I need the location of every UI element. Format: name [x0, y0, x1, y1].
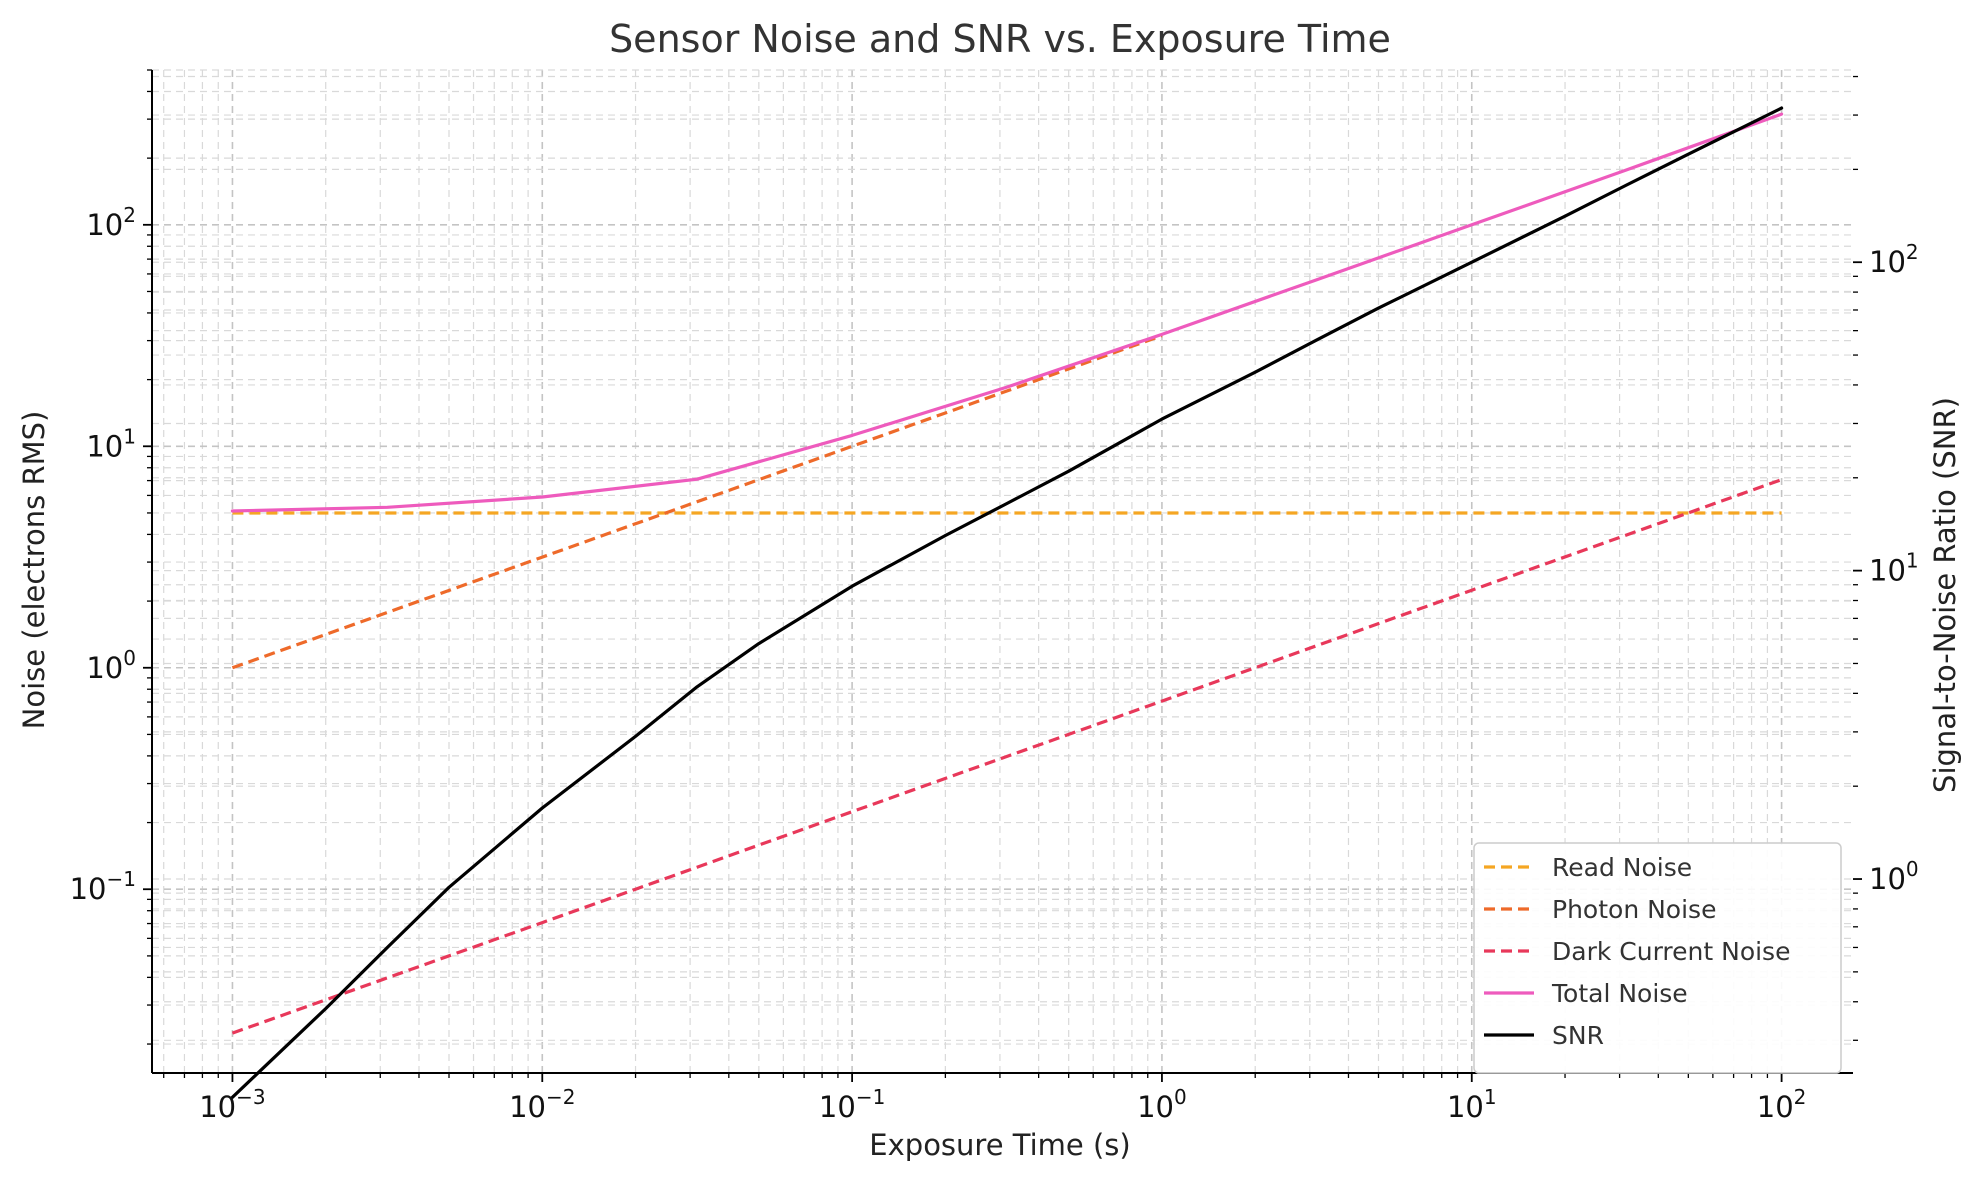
x-axis-label: Exposure Time (s): [869, 1128, 1130, 1162]
legend-label: Photon Noise: [1552, 895, 1716, 924]
y2-tick-label: 100: [1869, 857, 1919, 896]
y-tick-label: 10−1: [70, 867, 136, 906]
series-group: [230, 106, 1784, 1099]
legend-label: Total Noise: [1551, 979, 1688, 1008]
series-line-total-noise: [230, 112, 1784, 513]
legend-box: [1473, 842, 1842, 1074]
x-tick-label: 101: [1447, 1085, 1497, 1124]
series-line-snr: [230, 106, 1784, 1099]
legend-label: Read Noise: [1552, 853, 1692, 882]
series-line-photon-noise: [231, 334, 1163, 670]
x-tick-label: 10−2: [509, 1085, 575, 1124]
x-tick-label: 10−3: [199, 1085, 265, 1124]
y-tick-label: 102: [86, 203, 136, 242]
series-line-dark-current-noise: [231, 478, 1783, 1035]
y2-tick-label: 102: [1869, 240, 1919, 279]
legend-label: Dark Current Noise: [1552, 937, 1790, 966]
y-axis-label: Noise (electrons RMS): [17, 411, 51, 730]
y2-tick-label: 101: [1869, 549, 1919, 588]
axes: 10−3 10−2 10−1 100 101 102 10−1 100 101 102 100 101…: [70, 69, 1919, 1124]
y2-axis-label: Signal-to-Noise Ratio (SNR): [1928, 397, 1962, 793]
x-tick-label: 100: [1137, 1085, 1187, 1124]
legend: Read Noise Photon Noise Dark Current Noise…: [1473, 842, 1842, 1074]
y-tick-label: 101: [86, 424, 136, 463]
x-tick-label: 102: [1757, 1085, 1807, 1124]
legend-label: SNR: [1552, 1021, 1604, 1050]
x-tick-label: 10−1: [819, 1085, 885, 1124]
chart-title: Sensor Noise and SNR vs. Exposure Time: [609, 17, 1391, 61]
y-tick-label: 100: [86, 646, 136, 685]
